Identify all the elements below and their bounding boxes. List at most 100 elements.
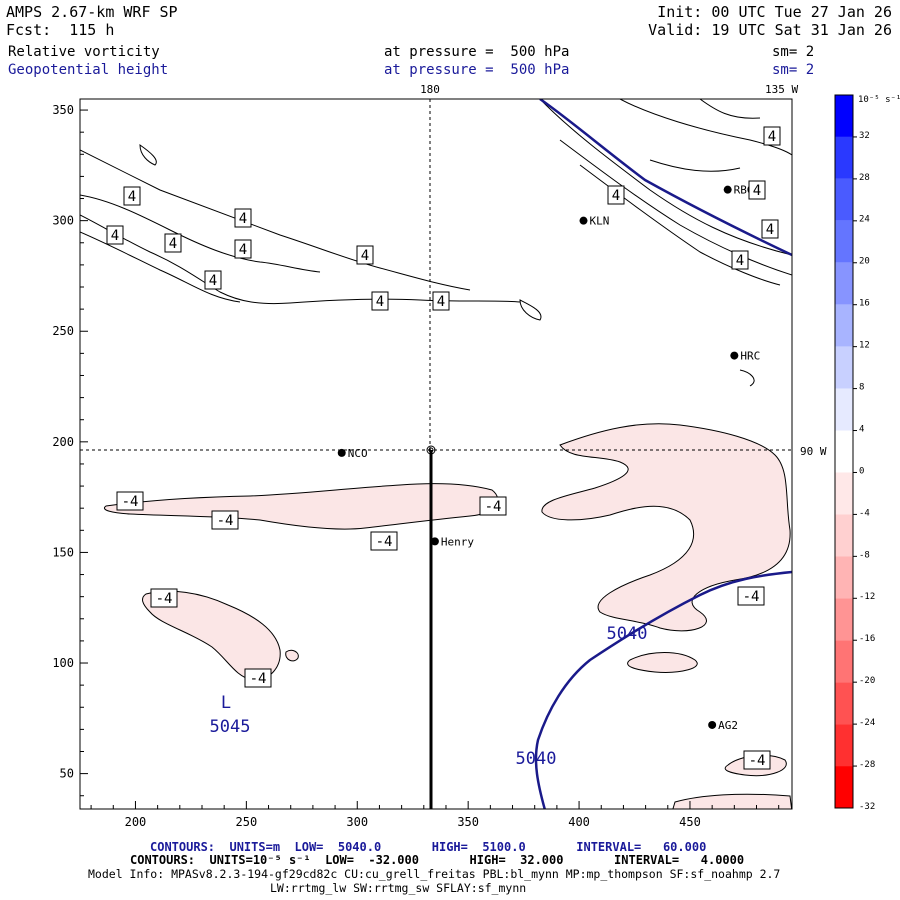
- station-label: AG2: [718, 719, 738, 732]
- positive-vorticity-contours: [80, 99, 792, 387]
- negative-vorticity-regions: [104, 423, 792, 809]
- colorbar-tick-label: -32: [859, 802, 875, 812]
- pos-contour-2: [80, 194, 321, 273]
- label-box-pos: 4: [763, 126, 781, 146]
- y-tick-label: 200: [52, 435, 74, 449]
- station-dot: [708, 720, 717, 729]
- colorbar-tick-label: 12: [859, 341, 870, 351]
- colorbar-segment: [835, 262, 853, 305]
- neg-region-east: [541, 423, 791, 632]
- label-box-neg: -4: [479, 496, 507, 516]
- label-box-pos: 4: [607, 185, 625, 205]
- colorbar-frame: [834, 94, 854, 809]
- pole-marker: [426, 445, 436, 455]
- svg-text:4: 4: [768, 129, 776, 145]
- smoothing-vorticity: sm= 2: [772, 44, 815, 60]
- colorbar-tick-label: -4: [859, 508, 870, 518]
- model-title: AMPS 2.67-km WRF SP: [6, 3, 178, 21]
- colorbar-segment: [835, 514, 853, 557]
- y-tick-label: 250: [52, 324, 74, 338]
- station-dot: [723, 185, 732, 194]
- field-label-height: Geopotential height: [8, 62, 169, 78]
- pos-contour-patch1: [139, 144, 157, 166]
- neg-region-southeast: [627, 652, 698, 673]
- svg-text:4: 4: [766, 222, 774, 238]
- label-box-pos: 4: [432, 291, 450, 311]
- label-box-pos: 4: [748, 180, 766, 200]
- init-time: Init: 00 UTC Tue 27 Jan 26: [657, 3, 892, 21]
- colorbar-tick-label: -24: [859, 718, 875, 728]
- pos-contour-ne1: [539, 99, 792, 256]
- lon-label-90w: 90 W: [800, 445, 827, 458]
- pos-contour-1: [80, 149, 471, 291]
- colorbar-segment: [835, 472, 853, 515]
- pos-contour-3: [80, 214, 521, 305]
- colorbar-segment: [835, 430, 853, 473]
- x-tick-label: 450: [679, 815, 701, 829]
- field-label-vorticity: Relative vorticity: [8, 44, 160, 60]
- svg-text:4: 4: [612, 188, 620, 204]
- label-box-pos: 4: [234, 239, 252, 259]
- colorbar-segment: [835, 724, 853, 767]
- height-label-5040-south: 5040: [516, 749, 557, 769]
- colorbar-segment: [835, 388, 853, 431]
- label-box-neg: -4: [150, 588, 178, 608]
- pos-contour-4: [80, 231, 241, 303]
- station-label: HRC: [740, 350, 760, 363]
- label-box-pos: 4: [371, 291, 389, 311]
- neg-region-band: [104, 483, 499, 530]
- station-dot: [337, 448, 346, 457]
- pos-contour-ne6: [699, 99, 761, 119]
- plot-frame: [79, 98, 793, 810]
- station-hrc: HRC: [730, 350, 760, 363]
- colorbar-segment: [835, 304, 853, 347]
- low-center-marker: L: [221, 693, 231, 713]
- footer-physics-info: LW:rrtmg_lw SW:rrtmg_sw SFLAY:sf_mynn: [270, 881, 527, 895]
- label-box-pos: 4: [123, 186, 141, 206]
- neg-region-bottom: [672, 793, 792, 809]
- forecast-hour: Fcst: 115 h: [6, 21, 115, 39]
- svg-text:4: 4: [169, 236, 177, 252]
- label-box-neg: -4: [244, 668, 272, 688]
- x-tick-label: 400: [568, 815, 590, 829]
- footer-model-info: Model Info: MPASv8.2.3-194-gf29cd82c CU:…: [88, 867, 781, 881]
- colorbar: 32 28 24 20 16 12 8 4 0 -4 -8 -12 -16 -20 -24 -28 -32: [834, 94, 875, 812]
- footer-height-contours: CONTOURS: UNITS=m LOW= 5040.0 HIGH= 5100…: [150, 840, 707, 854]
- svg-text:-4: -4: [217, 513, 234, 529]
- pos-contour-ne2: [559, 139, 792, 276]
- colorbar-segment: [835, 95, 853, 137]
- colorbar-segment: [835, 136, 853, 179]
- smoothing-height: sm= 2: [772, 62, 815, 78]
- station-dot: [430, 537, 439, 546]
- low-center-value: 5045: [210, 717, 251, 737]
- station-label: NCO: [348, 447, 368, 460]
- colorbar-segment: [835, 220, 853, 263]
- colorbar-segment: [835, 640, 853, 683]
- station-henry: Henry: [430, 535, 474, 548]
- lon-label-135w: 135 W: [765, 83, 798, 96]
- colorbar-segment: [835, 682, 853, 725]
- svg-text:4: 4: [111, 228, 119, 244]
- station-nco: NCO: [337, 447, 368, 460]
- svg-text:4: 4: [239, 211, 247, 227]
- x-tick-label: 250: [236, 815, 258, 829]
- colorbar-tick-label: 20: [859, 257, 870, 267]
- svg-text:-4: -4: [376, 534, 393, 550]
- footer-vorticity-contours: CONTOURS: UNITS=10⁻⁵ s⁻¹ LOW= -32.000 HI…: [130, 853, 745, 867]
- colorbar-unit: 10⁻⁵ s⁻¹: [858, 95, 900, 105]
- colorbar-segment: [835, 598, 853, 641]
- y-tick-label: 150: [52, 545, 74, 559]
- height-labels: L 5045 5040 5040: [210, 624, 648, 769]
- station-dot: [730, 351, 739, 360]
- label-box-neg: -4: [211, 510, 239, 530]
- contour-layer: [80, 99, 792, 809]
- colorbar-tick-label: 8: [859, 382, 864, 392]
- colorbar-segment: [835, 556, 853, 599]
- svg-text:4: 4: [361, 248, 369, 264]
- valid-time: Valid: 19 UTC Sat 31 Jan 26: [648, 21, 892, 39]
- svg-text:-4: -4: [743, 589, 760, 605]
- svg-text:4: 4: [753, 183, 761, 199]
- colorbar-segment: [835, 346, 853, 389]
